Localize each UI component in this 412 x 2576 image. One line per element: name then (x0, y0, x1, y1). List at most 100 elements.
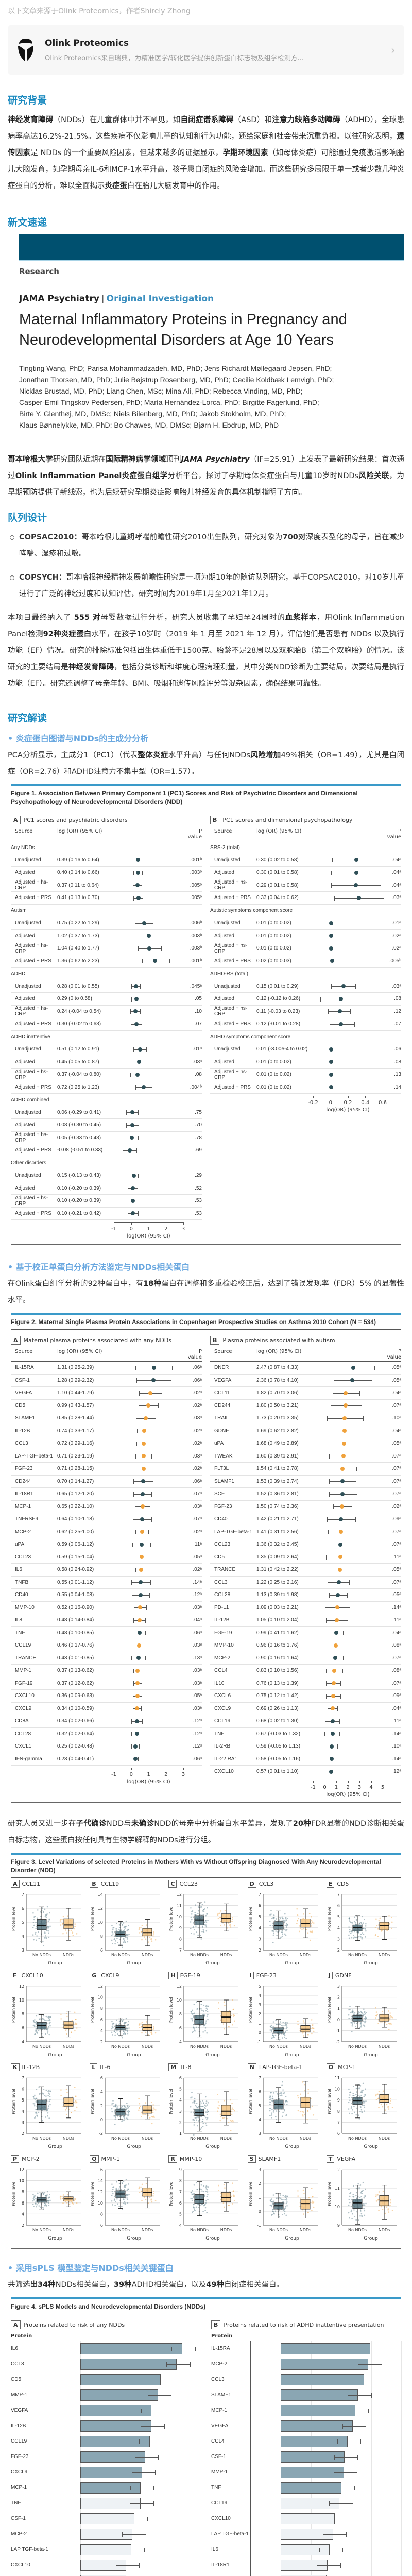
point-estimate (131, 1186, 135, 1191)
bar-row: CXCL10 (11, 2557, 201, 2573)
panel-letter: H (168, 1971, 178, 1979)
row-p: .07ᵃ (193, 1491, 202, 1497)
svg-text:Protein level: Protein level (90, 1905, 95, 1931)
row-p: .03ᵃ (193, 1604, 202, 1611)
row-plot (313, 1652, 383, 1665)
col-source: Source (15, 1349, 33, 1354)
forest-row: IL8 0.48 (0.14-0.84) .04ᵃ (11, 1614, 202, 1627)
svg-text:8: 8 (337, 2109, 340, 2113)
row-source: PD-L1 (214, 1604, 229, 1611)
row-p: .07 (195, 1021, 202, 1027)
row-p: .02ᵃ (193, 1390, 202, 1396)
boxplot-label: T VEGFA (326, 2155, 401, 2163)
bar-area (50, 2402, 201, 2418)
row-source: CCL19 (15, 1642, 31, 1649)
row-p: .05ᵃ (392, 1592, 401, 1598)
svg-text:NDDs: NDDs (299, 2136, 311, 2141)
forest-row: Adjusted 0.08 (-0.30 to 0.45) .70 (11, 1119, 202, 1132)
point-estimate (135, 1719, 140, 1723)
heading-findings: 研究解读 (8, 713, 47, 724)
point-estimate (134, 1022, 139, 1026)
svg-text:7: 7 (179, 2190, 182, 2194)
svg-text:Protein level: Protein level (327, 1997, 332, 2023)
forest-row: CCL3 0.72 (0.29-1.16) .02ᵃ (11, 1437, 202, 1450)
forest-row: Unadjusted 0.39 (0.16 to 0.64) .001ᵇ (11, 854, 202, 867)
point-estimate (136, 1060, 141, 1064)
boxplot-label: E CD5 (326, 1879, 401, 1888)
row-source: FGF-23 (15, 1466, 33, 1472)
forest-row: Unadjusted 0.30 (0.02 to 0.58) .04ᵃ (210, 854, 401, 867)
row-p: .11ᵃ (392, 1617, 401, 1623)
loading-bar (281, 2374, 365, 2385)
svg-text:Group: Group (364, 2053, 378, 2058)
point-estimate (148, 1391, 152, 1395)
row-ci: 0.25 (0.02-0.48) (57, 1743, 94, 1750)
svg-text:Group: Group (285, 2144, 299, 2149)
boxplot-gdnf: J GDNF -2 -1 0 1 2 3 Protein level No NDDs NDDs Gro… (326, 1971, 401, 2060)
row-plot (114, 1728, 183, 1740)
forest-row: MCP-1 0.65 (0.22-1.10) .03ᵃ (11, 1501, 202, 1513)
point-estimate (128, 1148, 132, 1153)
row-source: Adjusted (15, 870, 35, 876)
row-p: .07ᵃ (392, 1579, 401, 1585)
boxplot-label: L IL-6 (90, 2063, 164, 2071)
protein-name: IL-15RA (211, 2346, 230, 2351)
svg-text:12: 12 (98, 2190, 103, 2194)
row-p: .02ᵃ (193, 1567, 202, 1573)
bar-area (250, 2526, 402, 2542)
forest-row: Adjusted 0.45 (0.05 to 0.87) .03ᵃ (11, 1056, 202, 1069)
point-estimate (140, 1504, 145, 1509)
svg-text:12: 12 (177, 1984, 182, 1989)
row-plot (114, 1652, 183, 1665)
col-ci: log (OR) (95% CI) (256, 1349, 302, 1354)
svg-text:6: 6 (179, 2076, 182, 2080)
row-source: MCP-2 (15, 1529, 31, 1535)
forest-row: FGF-19 0.99 (0.41 to 1.62) .04ᵃ (210, 1627, 401, 1639)
svg-text:4: 4 (179, 2223, 182, 2228)
row-ci: 0.48 (0.14-0.84) (57, 1617, 94, 1623)
row-plot (114, 1132, 183, 1144)
row-ci: 1.02 (0.37 to 1.73) (57, 933, 99, 939)
forest-row: Adjusted 0.29 (0 to 0.58) .05 (11, 993, 202, 1006)
bar-row: CCL3 (211, 2371, 402, 2387)
point-estimate (335, 1618, 339, 1622)
figure-1-panel-b: B PC1 scores and dimensional psychopathol… (210, 809, 401, 1244)
svg-text:NDDs: NDDs (142, 1953, 153, 1957)
point-estimate (138, 1047, 142, 1052)
row-plot (114, 854, 183, 867)
row-ci: 0.83 (0.10 to 1.56) (256, 1668, 299, 1674)
forest-header: Source log (OR) (95% CI) P value (11, 828, 202, 841)
row-p: .05ᵃ (392, 1377, 401, 1383)
row-source: VEGFA (214, 1377, 232, 1383)
row-p: .05ᵃ (193, 1693, 202, 1699)
row-source: Adjusted (15, 996, 35, 1002)
row-source: TNF (214, 1731, 225, 1737)
svg-text:NDDs: NDDs (220, 2044, 232, 2049)
row-source: Adjusted + hs-CRP (214, 879, 248, 891)
axis-tick-label: 0 (323, 1784, 327, 1790)
row-source: IL-15RA (15, 1365, 34, 1371)
forest-row: Unadjusted 0.06 (-0.29 to 0.41) .75 (11, 1107, 202, 1119)
loading-bar (281, 2389, 358, 2401)
account-profile-card[interactable]: Olink Proteomics Olink Proteomics来自瑞典，为精… (8, 25, 404, 75)
row-plot (114, 1639, 183, 1652)
col-p: P value (387, 1349, 401, 1360)
col-p: P value (187, 1349, 202, 1360)
row-source: Adjusted + hs-CRP (15, 1195, 48, 1207)
svg-text:NDDs: NDDs (63, 2228, 74, 2232)
chevron-right-icon[interactable]: › (391, 44, 395, 56)
row-source: IL6 (15, 1567, 22, 1573)
point-estimate (144, 1416, 148, 1420)
row-source: TRANCE (214, 1567, 236, 1573)
row-source: Adjusted + hs-CRP (214, 942, 248, 954)
svg-text:7: 7 (337, 2120, 340, 2125)
axis-title: log(OR) (95% CI) (326, 1791, 370, 1798)
bar-area (250, 2418, 402, 2434)
row-ci: 0.11 (-0.03 to 0.23) (256, 1008, 300, 1014)
bar-area (250, 2449, 402, 2465)
bar-row: LAP TGF-beta-1 (211, 2526, 402, 2542)
row-p: .11ᵃ (392, 1718, 401, 1724)
row-ci: 0.01 (0 to 0.02) (256, 945, 291, 952)
row-plot (114, 1182, 183, 1195)
